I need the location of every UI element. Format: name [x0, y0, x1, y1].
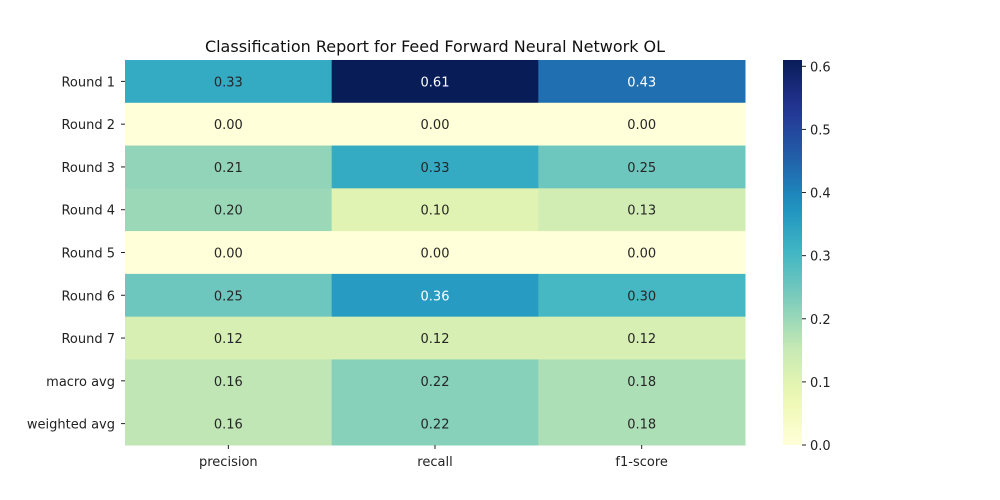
- heatmap-cell: [331, 60, 539, 104]
- x-tick-label: f1-score: [615, 455, 667, 470]
- heatmap-cell: [538, 60, 746, 104]
- heatmap-cell: [125, 359, 333, 403]
- y-tick-label: Round 2: [61, 118, 115, 133]
- colorbar-tick-label: 0.4: [810, 187, 831, 202]
- heatmap-cell: [125, 188, 333, 232]
- cell-value-label: 0.12: [421, 332, 450, 347]
- heatmap-cell: [538, 359, 746, 403]
- heatmap-cell: [125, 231, 333, 275]
- heatmap-cell: [125, 316, 333, 360]
- y-tick-label: macro avg: [46, 375, 115, 390]
- cell-value-label: 0.21: [214, 161, 243, 176]
- cell-value-label: 0.16: [214, 418, 243, 433]
- colorbar-tick-label: 0.1: [810, 376, 831, 391]
- heatmap-cell: [125, 145, 333, 189]
- cell-value-label: 0.43: [627, 75, 656, 90]
- heatmap-cell: [331, 231, 539, 275]
- y-tick-label: weighted avg: [27, 418, 115, 433]
- chart-title: Classification Report for Feed Forward N…: [205, 37, 665, 56]
- cell-value-label: 0.00: [421, 118, 450, 133]
- colorbar-tick-label: 0.6: [810, 60, 831, 75]
- cell-value-label: 0.12: [627, 332, 656, 347]
- colorbar-tick-label: 0.0: [810, 439, 831, 454]
- cell-value-label: 0.25: [214, 289, 243, 304]
- cell-value-label: 0.22: [421, 418, 450, 433]
- y-tick-label: Round 1: [61, 75, 115, 90]
- heatmap-cell: [331, 273, 539, 318]
- heatmap-cell: [538, 145, 746, 189]
- colorbar-tick-label: 0.5: [810, 123, 831, 138]
- heatmap-cell: [538, 188, 746, 232]
- heatmap-cell: [125, 402, 333, 446]
- heatmap-cell: [125, 273, 333, 318]
- x-tick-label: recall: [417, 455, 452, 470]
- heatmap-cell: [538, 402, 746, 446]
- cell-value-label: 0.16: [214, 375, 243, 390]
- cell-value-label: 0.00: [214, 247, 243, 262]
- heatmap-cell: [538, 273, 746, 318]
- cell-value-label: 0.33: [421, 161, 450, 176]
- cell-value-label: 0.25: [627, 161, 656, 176]
- colorbar-tick-label: 0.3: [810, 250, 831, 265]
- cell-value-label: 0.61: [421, 75, 450, 90]
- heatmap-cell: [331, 188, 539, 232]
- heatmap-cell: [538, 231, 746, 275]
- heatmap-cell: [538, 102, 746, 147]
- heatmap-cell: [331, 145, 539, 189]
- cell-value-label: 0.18: [627, 418, 656, 433]
- y-tick-label: Round 6: [61, 289, 115, 304]
- cell-value-label: 0.00: [627, 118, 656, 133]
- heatmap-cell: [331, 102, 539, 147]
- heatmap-cell: [125, 60, 333, 104]
- y-tick-label: Round 5: [61, 247, 115, 262]
- y-tick-label: Round 3: [61, 161, 115, 176]
- heatmap-cell: [125, 102, 333, 147]
- heatmap-cell: [331, 402, 539, 446]
- cell-value-label: 0.12: [214, 332, 243, 347]
- cell-value-label: 0.33: [214, 75, 243, 90]
- y-tick-label: Round 4: [61, 204, 115, 219]
- cell-value-label: 0.00: [627, 247, 656, 262]
- colorbar-tick-label: 0.2: [810, 313, 831, 328]
- cell-value-label: 0.13: [627, 204, 656, 219]
- y-tick-label: Round 7: [61, 332, 115, 347]
- heatmap-cell: [331, 316, 539, 360]
- cell-value-label: 0.18: [627, 375, 656, 390]
- cell-value-label: 0.30: [627, 289, 656, 304]
- cell-value-label: 0.00: [421, 247, 450, 262]
- heatmap-cell: [331, 359, 539, 403]
- cell-value-label: 0.20: [214, 204, 243, 219]
- x-tick-label: precision: [199, 455, 258, 470]
- colorbar: [783, 60, 802, 445]
- cell-value-label: 0.10: [421, 204, 450, 219]
- cell-value-label: 0.00: [214, 118, 243, 133]
- heatmap-cell: [538, 316, 746, 360]
- cell-value-label: 0.36: [421, 289, 450, 304]
- cell-value-label: 0.22: [421, 375, 450, 390]
